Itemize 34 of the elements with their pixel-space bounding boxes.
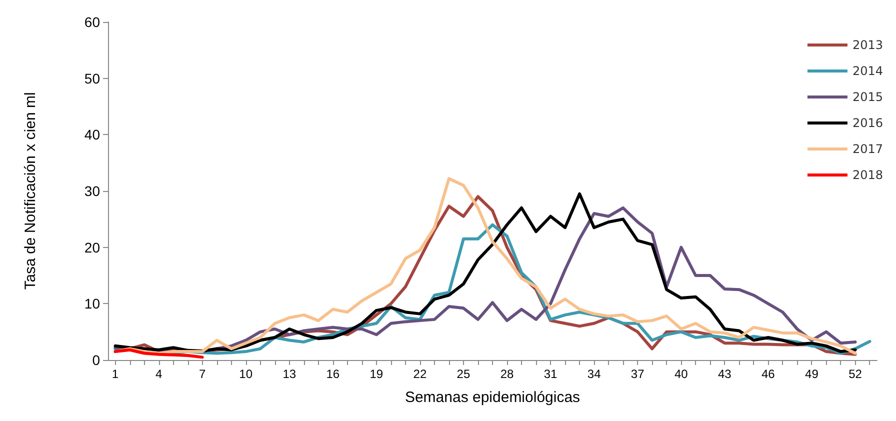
legend-label: 2014 bbox=[852, 64, 884, 78]
x-tick-label: 31 bbox=[544, 367, 558, 381]
legend-label: 2017 bbox=[852, 142, 884, 156]
y-tick-label: 20 bbox=[84, 239, 100, 256]
y-tick-label: 60 bbox=[84, 14, 100, 30]
x-tick-label: 49 bbox=[805, 367, 819, 381]
x-tick-label: 10 bbox=[239, 367, 253, 381]
x-tick-label: 34 bbox=[587, 367, 602, 381]
x-tick-label: 43 bbox=[718, 367, 732, 381]
x-tick-label: 40 bbox=[674, 367, 688, 381]
y-tick-label: 10 bbox=[84, 296, 100, 312]
x-tick-label: 28 bbox=[500, 367, 514, 381]
legend-label: 2015 bbox=[852, 90, 884, 104]
x-tick-label: 46 bbox=[762, 367, 776, 381]
x-tick-label: 25 bbox=[456, 367, 470, 381]
x-tick-label: 19 bbox=[370, 367, 384, 381]
legend-label: 2016 bbox=[852, 116, 884, 130]
y-axis-title: Tasa de Notificación x cien ml bbox=[22, 92, 39, 290]
x-tick-label: 7 bbox=[198, 367, 206, 381]
x-tick-label: 37 bbox=[630, 367, 645, 381]
y-tick-label: 50 bbox=[84, 70, 100, 86]
x-tick-label: 22 bbox=[413, 367, 427, 381]
x-tick-label: 52 bbox=[848, 367, 862, 381]
legend-label: 2013 bbox=[852, 38, 884, 52]
x-tick-label: 13 bbox=[282, 367, 296, 381]
x-tick-label: 1 bbox=[112, 367, 119, 381]
y-tick-label: 40 bbox=[84, 126, 100, 143]
x-tick-label: 16 bbox=[326, 367, 340, 381]
x-tick-label: 4 bbox=[155, 367, 162, 381]
legend-label: 2018 bbox=[852, 168, 884, 182]
y-tick-label: 0 bbox=[92, 352, 100, 368]
line-series bbox=[114, 348, 204, 359]
y-tick-label: 30 bbox=[84, 183, 100, 199]
x-axis-title: Semanas epidemiológicas bbox=[404, 389, 580, 406]
